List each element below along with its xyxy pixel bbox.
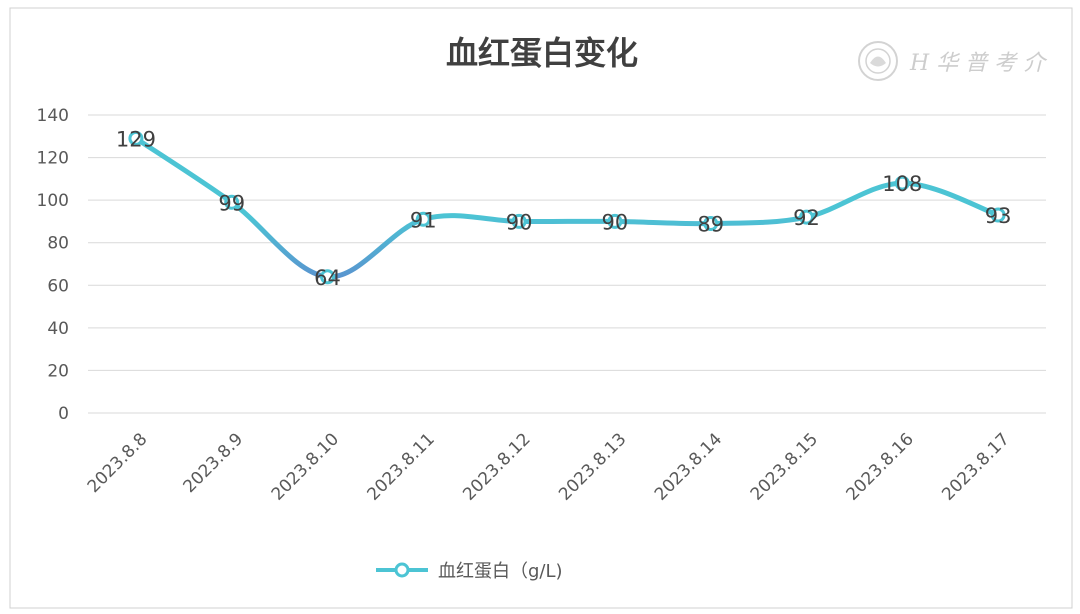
data-point	[511, 213, 527, 229]
data-label: 99	[218, 191, 245, 215]
data-label: 89	[697, 213, 724, 237]
series-line	[133, 135, 1001, 280]
data-label: 108	[882, 172, 922, 196]
y-tick-label: 60	[47, 276, 69, 296]
data-point	[320, 269, 335, 285]
data-label: 90	[506, 210, 533, 234]
y-tick-label: 20	[47, 361, 69, 381]
chart-frame	[9, 7, 1073, 609]
y-tick-label: 0	[58, 404, 69, 424]
y-axis-ticks: 0 20 40 60 80 100 120 140	[37, 106, 69, 424]
data-point	[703, 216, 719, 232]
data-label: 92	[793, 206, 820, 230]
grid	[88, 114, 1046, 414]
data-label: 91	[410, 208, 437, 232]
legend-marker-icon	[394, 562, 410, 578]
data-point	[128, 130, 144, 146]
y-tick-label: 100	[37, 191, 69, 211]
watermark-text: H 华 普 考 介	[909, 51, 1048, 76]
data-label: 90	[602, 210, 629, 234]
data-point	[799, 209, 814, 225]
y-tick-label: 80	[47, 234, 69, 254]
data-point	[894, 175, 910, 191]
legend-label: 血红蛋白（g/L)	[438, 561, 563, 582]
legend: 血红蛋白（g/L)	[376, 561, 563, 582]
data-point	[224, 194, 240, 210]
y-tick-label: 140	[37, 106, 69, 126]
data-labels: 129 99 64 91 90 90 89 92 108 93	[116, 127, 1012, 289]
series-hemoglobin	[128, 130, 1006, 285]
data-point	[415, 211, 431, 227]
y-tick-label: 40	[47, 319, 69, 339]
data-point	[990, 207, 1006, 223]
data-label: 93	[985, 204, 1012, 228]
data-point	[607, 213, 623, 229]
y-tick-label: 120	[37, 149, 69, 169]
emblem-icon	[858, 41, 898, 81]
watermark: H 华 普 考 介	[858, 41, 1048, 81]
data-label: 64	[314, 266, 341, 290]
chart-title: 血红蛋白变化	[446, 34, 638, 72]
data-label: 129	[116, 127, 156, 151]
